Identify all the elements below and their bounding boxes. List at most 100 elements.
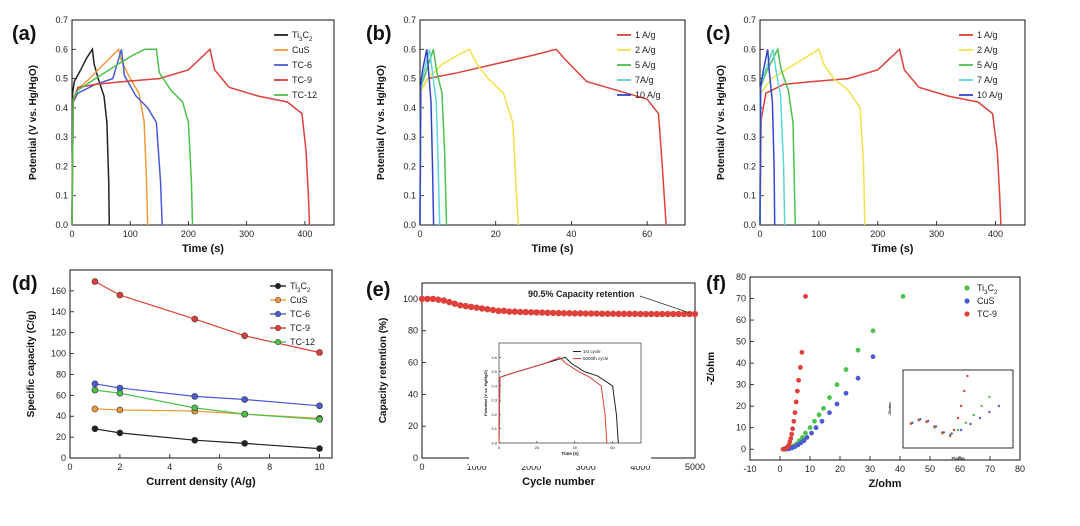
data-point-0 (691, 310, 699, 318)
legend-text-part: Ti (977, 283, 984, 293)
legend-label: TC-12 (292, 90, 317, 100)
data-point-2 (316, 402, 323, 410)
y-tick-label: 30 (736, 380, 746, 390)
y-tick-label: 0.3 (491, 398, 497, 403)
data-point-4 (191, 404, 199, 412)
y-tick-label: 0.1 (55, 191, 68, 201)
inset-data-point-1 (988, 410, 991, 414)
data-point-0 (626, 310, 633, 318)
data-point-3 (316, 349, 323, 356)
legend-marker (964, 285, 970, 291)
panel-a: 0 100 200 300 400 0.0 0.1 0.2 0.3 0.4 0.5 0.6 0.7 Tim… (28, 15, 335, 255)
data-point-0 (116, 429, 124, 437)
y-tick-label: 0.0 (403, 220, 416, 230)
data-point-0 (451, 300, 458, 307)
data-point-2 (191, 393, 199, 400)
y-axis-label: Potential (V vs. Hg/HgO) (716, 65, 727, 180)
data-point-2 (803, 293, 808, 299)
x-tick-label: 200 (870, 229, 885, 239)
data-point-3 (91, 278, 99, 285)
x-tick-label: 0 (419, 462, 424, 472)
y-tick-label: 0.1 (403, 191, 416, 201)
data-point-3 (116, 291, 124, 299)
data-point-2 (91, 380, 99, 388)
inset-data-point-0 (956, 428, 960, 432)
legend-marker (274, 338, 282, 346)
panel-label-d: (d) (12, 273, 38, 295)
y-axis-label: Specific capacity (C/g) (26, 311, 37, 418)
inset-data-point-2 (959, 404, 963, 408)
data-point-1 (804, 434, 810, 440)
inset-data-point-0 (972, 413, 975, 417)
data-point-2 (795, 388, 800, 394)
data-point-0 (555, 309, 562, 317)
y-tick-label: 0.0 (491, 441, 497, 446)
x-tick-label: 400 (988, 229, 1003, 239)
inset-legend-label: 1st cycle (583, 349, 601, 354)
data-point-2 (241, 396, 248, 403)
y-axis-label: -Z/ohm (887, 402, 892, 416)
legend-label: 10 A/g (977, 90, 1003, 100)
x-tick-label: 20 (491, 229, 501, 239)
data-point-0 (588, 310, 595, 317)
data-point-0 (816, 412, 822, 418)
x-tick-label: 60 (642, 229, 652, 239)
plot-frame (69, 269, 333, 459)
x-tick-label: 2 (117, 462, 122, 472)
x-tick-label: 100 (123, 229, 138, 239)
data-point-0 (664, 310, 671, 318)
y-tick-label: 0.3 (403, 132, 416, 142)
x-tick-label: 40 (895, 464, 905, 474)
legend-marker (274, 310, 282, 318)
x-axis-label: Z/ohm (869, 478, 902, 490)
data-point-4 (116, 389, 124, 397)
data-point-1 (843, 390, 849, 396)
data-point-1 (827, 410, 832, 416)
y-tick-label: 0.7 (55, 15, 68, 25)
y-tick-label: 40 (56, 411, 66, 421)
y-tick-label: 0.5 (55, 74, 68, 84)
data-point-4 (241, 410, 248, 418)
data-point-0 (495, 307, 502, 315)
data-point-0 (620, 310, 628, 318)
x-tick-label: 100 (811, 229, 826, 239)
legend-label: Ti3C2 (292, 30, 313, 43)
inset-data-point-0 (964, 421, 968, 424)
data-point-0 (424, 295, 431, 303)
legend-text-part: Ti (290, 281, 297, 291)
x-tick-label: 400 (297, 229, 312, 239)
y-tick-label: 40 (736, 358, 746, 368)
legend-label: 1 A/g (977, 30, 998, 40)
data-point-4 (316, 416, 323, 423)
x-tick-label: 0 (777, 464, 782, 474)
legend-label: 5 A/g (635, 60, 656, 70)
plot-frame (498, 342, 642, 444)
inset-data-point-1 (950, 432, 953, 435)
data-point-0 (473, 304, 480, 311)
data-point-0 (900, 293, 906, 299)
data-point-2 (793, 399, 799, 405)
y-tick-label: 0 (61, 453, 66, 463)
data-point-3 (241, 332, 248, 340)
data-point-4 (91, 386, 99, 394)
x-tick-label: 4000 (630, 462, 650, 472)
y-tick-label: 60 (56, 390, 66, 400)
data-point-0 (834, 382, 840, 388)
x-tick-label: 300 (239, 229, 254, 239)
inset-data-point-2 (948, 434, 952, 438)
legend-text-part: 2 (309, 37, 313, 43)
legend-label: 7A/g (635, 75, 654, 85)
y-tick-label: 0.4 (743, 103, 756, 113)
y-tick-label: 0.7 (403, 15, 416, 25)
data-point-1 (855, 375, 861, 381)
series-line-4 (759, 49, 776, 226)
y-tick-label: 0.0 (743, 220, 756, 230)
y-tick-label: 0.2 (743, 161, 756, 171)
legend-label: TC-9 (977, 309, 997, 319)
data-point-0 (560, 310, 568, 317)
inset-frame (902, 369, 1014, 449)
legend-label: 7 A/g (977, 75, 998, 85)
x-tick-label: 0 (69, 229, 74, 239)
y-tick-label: 10 (736, 423, 746, 433)
